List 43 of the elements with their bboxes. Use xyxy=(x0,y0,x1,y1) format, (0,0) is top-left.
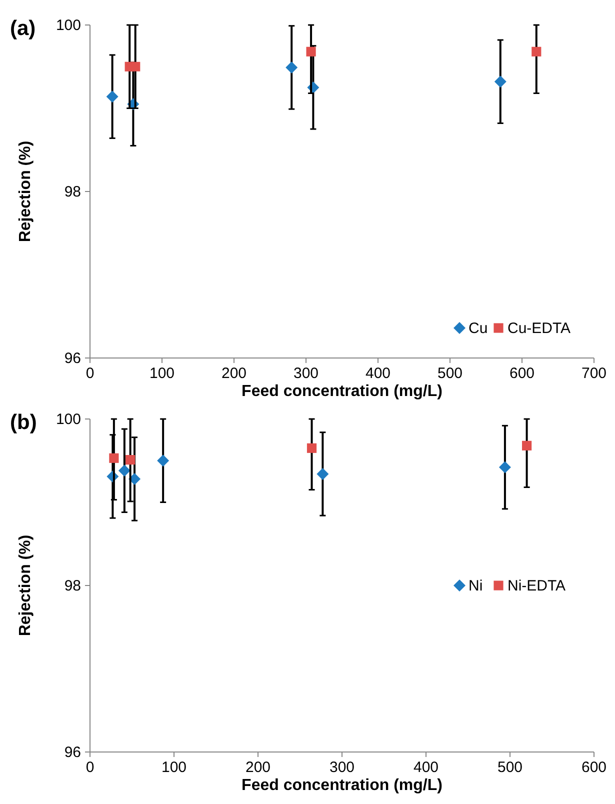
y-tick-label: 96 xyxy=(64,350,81,367)
x-tick-label: 300 xyxy=(329,759,355,776)
point xyxy=(494,76,506,88)
y-axis-title: Rejection (%) xyxy=(17,534,34,636)
x-tick-label: 400 xyxy=(365,365,391,382)
x-tick-label: 600 xyxy=(581,759,607,776)
x-tick-label: 100 xyxy=(161,759,187,776)
x-axis-title: Feed concentration (mg/L) xyxy=(242,777,442,794)
legend-label: Cu xyxy=(468,320,488,337)
y-tick-label: 96 xyxy=(64,744,81,761)
point xyxy=(286,61,298,74)
legend-label: Ni xyxy=(468,578,483,594)
y-tick-label: 98 xyxy=(64,184,81,200)
x-tick-label: 100 xyxy=(149,365,175,382)
point xyxy=(118,464,130,477)
y-tick-label: 100 xyxy=(56,411,81,428)
y-tick-label: 100 xyxy=(56,17,81,34)
chart-title: (a) xyxy=(10,17,36,40)
legend-label: Ni-EDTA xyxy=(508,578,566,594)
point xyxy=(157,454,170,467)
point xyxy=(316,468,329,480)
point xyxy=(109,453,119,463)
x-tick-label: 600 xyxy=(509,365,535,382)
x-tick-label: 300 xyxy=(293,365,319,382)
point xyxy=(498,461,511,474)
point xyxy=(522,440,532,450)
x-tick-label: 200 xyxy=(245,759,271,776)
point xyxy=(106,90,118,103)
x-tick-label: 500 xyxy=(437,365,463,382)
x-tick-label: 200 xyxy=(221,365,247,382)
y-axis-title: Rejection (%) xyxy=(17,140,34,242)
point xyxy=(306,443,317,453)
x-tick-label: 400 xyxy=(413,759,439,776)
x-tick-label: 500 xyxy=(497,759,523,776)
x-tick-label: 700 xyxy=(581,365,607,382)
point xyxy=(532,46,542,56)
point xyxy=(126,454,136,465)
chart-title: (b) xyxy=(10,411,37,434)
x-tick-label: 0 xyxy=(86,365,94,382)
legend-label: Cu-EDTA xyxy=(508,320,571,337)
x-tick-label: 0 xyxy=(86,759,94,776)
y-tick-label: 98 xyxy=(64,578,81,594)
x-axis-title: Feed concentration (mg/L) xyxy=(242,383,442,400)
